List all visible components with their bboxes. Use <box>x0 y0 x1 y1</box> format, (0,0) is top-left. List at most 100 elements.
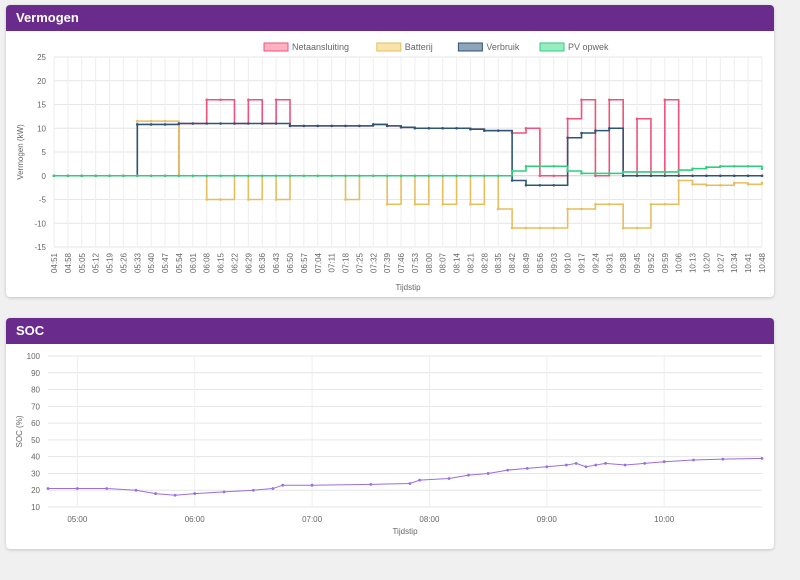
data-point <box>621 174 625 178</box>
data-point <box>163 123 167 126</box>
data-point <box>205 174 209 178</box>
data-point <box>413 202 417 206</box>
data-point <box>247 198 250 201</box>
data-point <box>441 126 445 130</box>
data-point <box>66 174 70 178</box>
x-tick-label: 09:52 <box>647 252 656 273</box>
data-point <box>483 174 486 178</box>
data-point <box>219 198 222 201</box>
data-point <box>719 183 722 187</box>
y-tick-label: 30 <box>31 469 40 478</box>
y-tick-label: 60 <box>31 419 40 428</box>
y-axis-label: Vermogen (kW) <box>16 124 25 180</box>
data-point <box>760 456 764 460</box>
legend-label: Netaansluiting <box>292 42 349 52</box>
y-tick-label: 20 <box>31 486 40 495</box>
data-point <box>621 170 625 174</box>
data-point <box>566 136 569 140</box>
data-point <box>271 487 275 490</box>
data-point <box>163 174 167 178</box>
data-point <box>75 487 79 490</box>
legend-item-2: Verbruik <box>457 42 520 52</box>
data-point <box>260 122 264 125</box>
data-point <box>663 98 667 102</box>
data-point <box>134 488 138 492</box>
y-tick-label: 50 <box>31 436 40 445</box>
data-point <box>732 164 736 168</box>
y-tick-label: 20 <box>37 77 46 86</box>
data-point <box>552 226 556 230</box>
data-point <box>564 463 568 467</box>
legend-swatch <box>376 42 402 52</box>
data-point <box>574 461 578 465</box>
data-point <box>538 164 542 168</box>
data-point <box>385 202 389 206</box>
data-point <box>746 183 750 186</box>
data-point <box>662 460 666 464</box>
x-tick-label: 05:26 <box>119 252 128 273</box>
x-tick-label: 09:00 <box>537 515 558 524</box>
data-point <box>538 183 542 187</box>
soc-chart: 100 90 80 70 60 50 40 30 20 10 05:00 06:00 07:00 08:0… <box>15 352 764 536</box>
data-point <box>705 174 708 178</box>
y-tick-label: 90 <box>31 369 40 378</box>
x-tick-label: 06:29 <box>244 252 253 273</box>
data-point <box>358 124 361 128</box>
data-point <box>274 98 278 102</box>
data-point <box>524 126 528 130</box>
series-line-3 <box>54 165 763 177</box>
data-point <box>677 179 681 182</box>
x-tick-label: 09:10 <box>564 252 573 273</box>
data-point <box>691 183 694 186</box>
x-tick-label: 06:50 <box>286 252 295 273</box>
data-point <box>594 129 597 132</box>
data-point <box>193 492 197 495</box>
data-point <box>413 174 417 178</box>
data-point <box>552 183 556 187</box>
data-point <box>122 174 125 178</box>
x-tick-label: 07:11 <box>328 252 337 272</box>
data-point <box>469 202 472 206</box>
data-point <box>635 226 639 230</box>
y-tick-label: 10 <box>31 503 40 512</box>
data-point <box>447 477 451 480</box>
x-tick-label: 07:32 <box>369 252 378 273</box>
x-tick-label: 09:45 <box>633 252 642 273</box>
data-point <box>649 174 653 178</box>
y-tick-label: 0 <box>42 172 47 181</box>
x-tick-label: 05:19 <box>106 252 115 273</box>
data-point <box>538 226 542 230</box>
data-point <box>274 122 278 125</box>
data-point <box>760 167 764 170</box>
x-tick-label: 09:17 <box>578 252 587 273</box>
soc-card: SOC 100 90 80 70 60 50 40 30 20 10 05:00 06:00 07:00… <box>6 318 774 549</box>
legend-label: PV opwek <box>568 42 609 52</box>
data-point <box>566 117 569 121</box>
x-tick-label: 06:15 <box>217 252 226 273</box>
data-point <box>260 174 264 178</box>
y-tick-label: 5 <box>42 148 47 157</box>
data-point <box>455 126 458 130</box>
y-tick-label: 70 <box>31 402 40 411</box>
y-tick-label: -10 <box>34 219 46 228</box>
legend-swatch <box>457 42 483 52</box>
data-point <box>506 468 510 472</box>
data-point <box>163 119 167 123</box>
x-tick-label: 06:57 <box>300 252 309 273</box>
x-tick-label: 07:04 <box>314 252 323 273</box>
data-point <box>584 465 588 469</box>
data-point <box>746 164 750 168</box>
data-point <box>580 207 583 211</box>
data-point <box>732 181 736 185</box>
x-tick-label: 10:34 <box>730 252 739 273</box>
x-axis-label: Tijdstip <box>392 527 418 536</box>
data-point <box>358 174 361 178</box>
data-point <box>173 493 177 497</box>
x-tick-label: 10:00 <box>654 515 675 524</box>
data-point <box>52 174 56 178</box>
data-point <box>594 463 598 467</box>
x-tick-label: 10:41 <box>744 252 753 273</box>
vermogen-card: Vermogen Netaansluiting Batterij Verbruik P… <box>6 5 774 297</box>
data-point <box>691 174 694 178</box>
data-point <box>663 202 667 206</box>
